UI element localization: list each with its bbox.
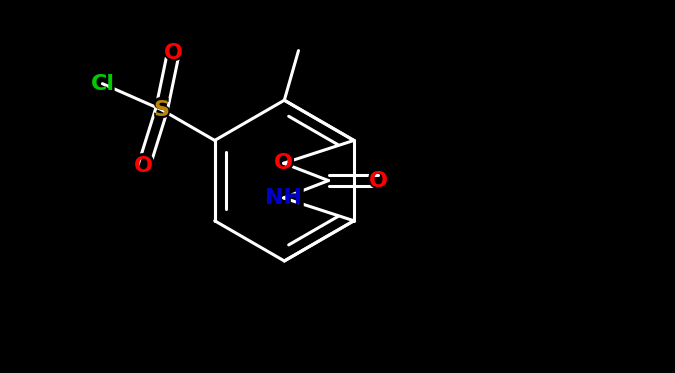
Text: Cl: Cl [90,74,115,94]
Text: O: O [134,156,153,176]
Text: S: S [151,96,171,124]
Text: O: O [164,43,183,63]
Text: O: O [274,153,293,173]
Text: O: O [369,170,387,191]
Text: O: O [132,153,155,181]
Text: O: O [367,167,390,195]
Text: S: S [153,100,169,120]
Text: NH: NH [261,184,306,212]
Text: O: O [272,149,296,177]
Text: O: O [161,39,185,67]
Text: Cl: Cl [88,70,117,98]
Text: NH: NH [265,188,302,208]
